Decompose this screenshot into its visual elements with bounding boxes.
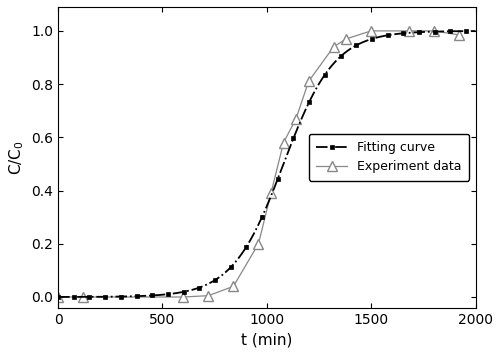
Fitting curve xyxy=(318,79,324,83)
Fitting curve xyxy=(356,42,362,46)
Fitting curve xyxy=(55,295,61,299)
Experiment data xyxy=(343,37,349,41)
Experiment data xyxy=(180,295,186,299)
Experiment data xyxy=(293,116,299,121)
X-axis label: t (min): t (min) xyxy=(241,332,292,347)
Line: Experiment data: Experiment data xyxy=(54,27,464,302)
Experiment data xyxy=(306,79,312,84)
Fitting curve xyxy=(472,29,478,33)
Legend: Fitting curve, Experiment data: Fitting curve, Experiment data xyxy=(308,134,470,181)
Experiment data xyxy=(431,29,437,33)
Fitting curve xyxy=(106,295,112,299)
Experiment data xyxy=(55,295,61,299)
Y-axis label: C/C$_0$: C/C$_0$ xyxy=(7,140,26,175)
Line: Fitting curve: Fitting curve xyxy=(56,29,478,299)
Experiment data xyxy=(268,191,274,195)
Fitting curve xyxy=(220,272,226,276)
Experiment data xyxy=(256,242,262,246)
Experiment data xyxy=(406,29,412,33)
Experiment data xyxy=(280,141,286,145)
Experiment data xyxy=(80,295,86,299)
Experiment data xyxy=(206,293,212,298)
Experiment data xyxy=(330,45,336,49)
Experiment data xyxy=(368,29,374,33)
Experiment data xyxy=(230,284,236,289)
Fitting curve xyxy=(358,41,364,45)
Experiment data xyxy=(456,33,462,37)
Fitting curve xyxy=(191,287,197,291)
